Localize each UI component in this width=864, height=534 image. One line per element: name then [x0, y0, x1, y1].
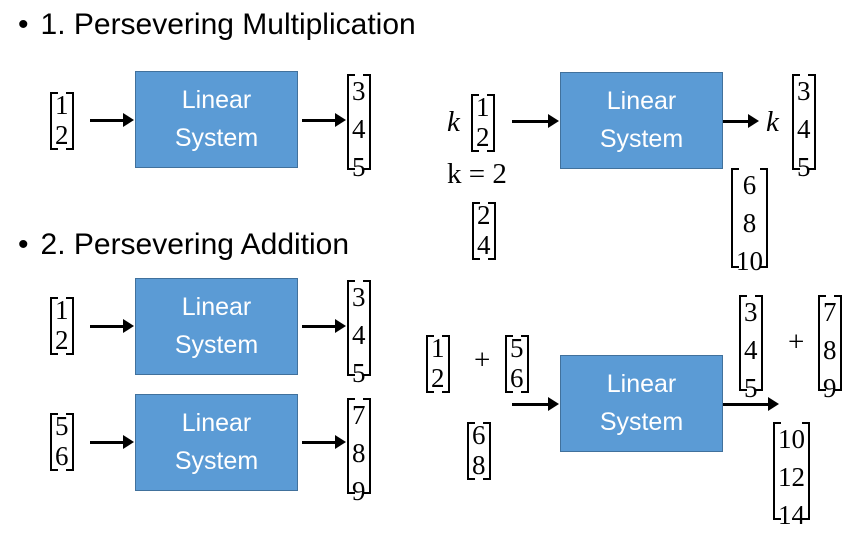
box-label-line1: Linear: [606, 370, 677, 398]
arrow: [302, 113, 346, 127]
vector-sum-output-b: 7 8 9: [818, 293, 842, 403]
heading-multiplication: • 1. Persevering Multiplication: [18, 10, 416, 40]
box-label-line2: System: [174, 123, 259, 152]
vector-entry: 12: [778, 462, 805, 492]
linear-system-box: Linear System: [560, 72, 723, 169]
vector-entry: 1: [476, 92, 490, 122]
arrow: [90, 435, 134, 449]
vector-entry: 9: [823, 373, 837, 403]
vector-entry: 6: [510, 363, 524, 393]
scalar-k-input: k: [447, 106, 460, 138]
k-equals-2: k = 2: [447, 158, 507, 191]
vector-entry: 5: [352, 358, 366, 388]
heading-addition: • 2. Persevering Addition: [18, 230, 349, 260]
arrow: [512, 114, 559, 128]
vector-entry: 6: [472, 420, 486, 450]
arrow: [512, 397, 559, 411]
vector-input-add-a: 1 2: [50, 295, 74, 357]
vector-entry: 5: [352, 152, 366, 182]
vector-entry: 8: [742, 208, 757, 238]
heading-addition-text: 2. Persevering Addition: [40, 228, 350, 261]
vector-scaled-output: 6 8 10: [731, 166, 768, 276]
linear-system-box: Linear System: [135, 394, 298, 491]
vector-scaled-input: 2 4: [472, 200, 496, 262]
linear-system-box: Linear System: [135, 71, 298, 168]
vector-entry: 8: [472, 450, 486, 480]
vector-entry: 1: [431, 333, 445, 363]
vector-entry: 4: [352, 320, 366, 350]
vector-input-mult-left: 1 2: [50, 90, 74, 152]
arrow: [302, 435, 346, 449]
vector-entry: 9: [352, 476, 366, 506]
vector-entry: 5: [510, 333, 524, 363]
arrow: [90, 113, 134, 127]
vector-entry: 5: [797, 152, 811, 182]
vector-entry: 6: [742, 170, 757, 200]
heading-multiplication-text: 1. Persevering Multiplication: [40, 8, 416, 41]
box-label-line2: System: [174, 446, 259, 475]
vector-entry: 2: [55, 325, 69, 355]
arrow: [723, 114, 759, 128]
vector-entry: 8: [823, 335, 837, 365]
vector-output-add-a: 3 4 5: [347, 278, 371, 388]
bullet: •: [18, 8, 29, 41]
vector-output-mult-right: 3 4 5: [792, 72, 816, 182]
plus-sign: +: [474, 344, 491, 376]
k-value-text: k = 2: [447, 158, 507, 190]
linear-system-box: Linear System: [560, 355, 723, 452]
scalar-k-output: k: [766, 106, 779, 138]
vector-entry: 3: [352, 282, 366, 312]
box-label-line2: System: [174, 330, 259, 359]
box-label-line2: System: [599, 124, 684, 153]
vector-entry: 1: [55, 90, 69, 120]
vector-output-mult-left: 3 4 5: [347, 72, 371, 182]
vector-sum-input-result: 6 8: [467, 420, 491, 482]
linear-system-box: Linear System: [135, 278, 298, 375]
vector-entry: 2: [431, 363, 445, 393]
vector-input-add-b: 5 6: [50, 411, 74, 473]
vector-entry: 8: [352, 438, 366, 468]
arrow: [302, 319, 346, 333]
vector-entry: 7: [352, 400, 366, 430]
vector-entry: 10: [736, 246, 763, 276]
vector-entry: 4: [744, 335, 758, 365]
vector-entry: 7: [823, 297, 837, 327]
box-label-line1: Linear: [181, 409, 252, 437]
arrow: [723, 397, 779, 411]
vector-entry: 2: [477, 200, 491, 230]
vector-sum-output-result: 10 12 14: [773, 420, 810, 530]
vector-entry: 3: [352, 76, 366, 106]
vector-input-mult-right: 1 2: [471, 92, 495, 154]
vector-sum-output-a: 3 4 5: [739, 293, 763, 403]
vector-entry: 2: [55, 120, 69, 150]
vector-entry: 5: [744, 373, 758, 403]
vector-entry: 2: [476, 122, 490, 152]
vector-entry: 10: [778, 424, 805, 454]
vector-entry: 4: [797, 114, 811, 144]
box-label-line1: Linear: [181, 293, 252, 321]
box-label-line1: Linear: [181, 86, 252, 114]
vector-entry: 14: [778, 500, 805, 530]
vector-entry: 4: [477, 230, 491, 260]
plus-sign: +: [788, 326, 805, 358]
vector-output-add-b: 7 8 9: [347, 396, 371, 506]
vector-entry: 3: [744, 297, 758, 327]
vector-sum-input-a: 1 2: [426, 333, 450, 395]
arrow: [90, 319, 134, 333]
vector-entry: 1: [55, 295, 69, 325]
box-label-line1: Linear: [606, 87, 677, 115]
box-label-line2: System: [599, 407, 684, 436]
bullet: •: [18, 228, 29, 261]
vector-entry: 5: [55, 411, 69, 441]
vector-sum-input-b: 5 6: [505, 333, 529, 395]
vector-entry: 6: [55, 441, 69, 471]
vector-entry: 4: [352, 114, 366, 144]
vector-entry: 3: [797, 76, 811, 106]
